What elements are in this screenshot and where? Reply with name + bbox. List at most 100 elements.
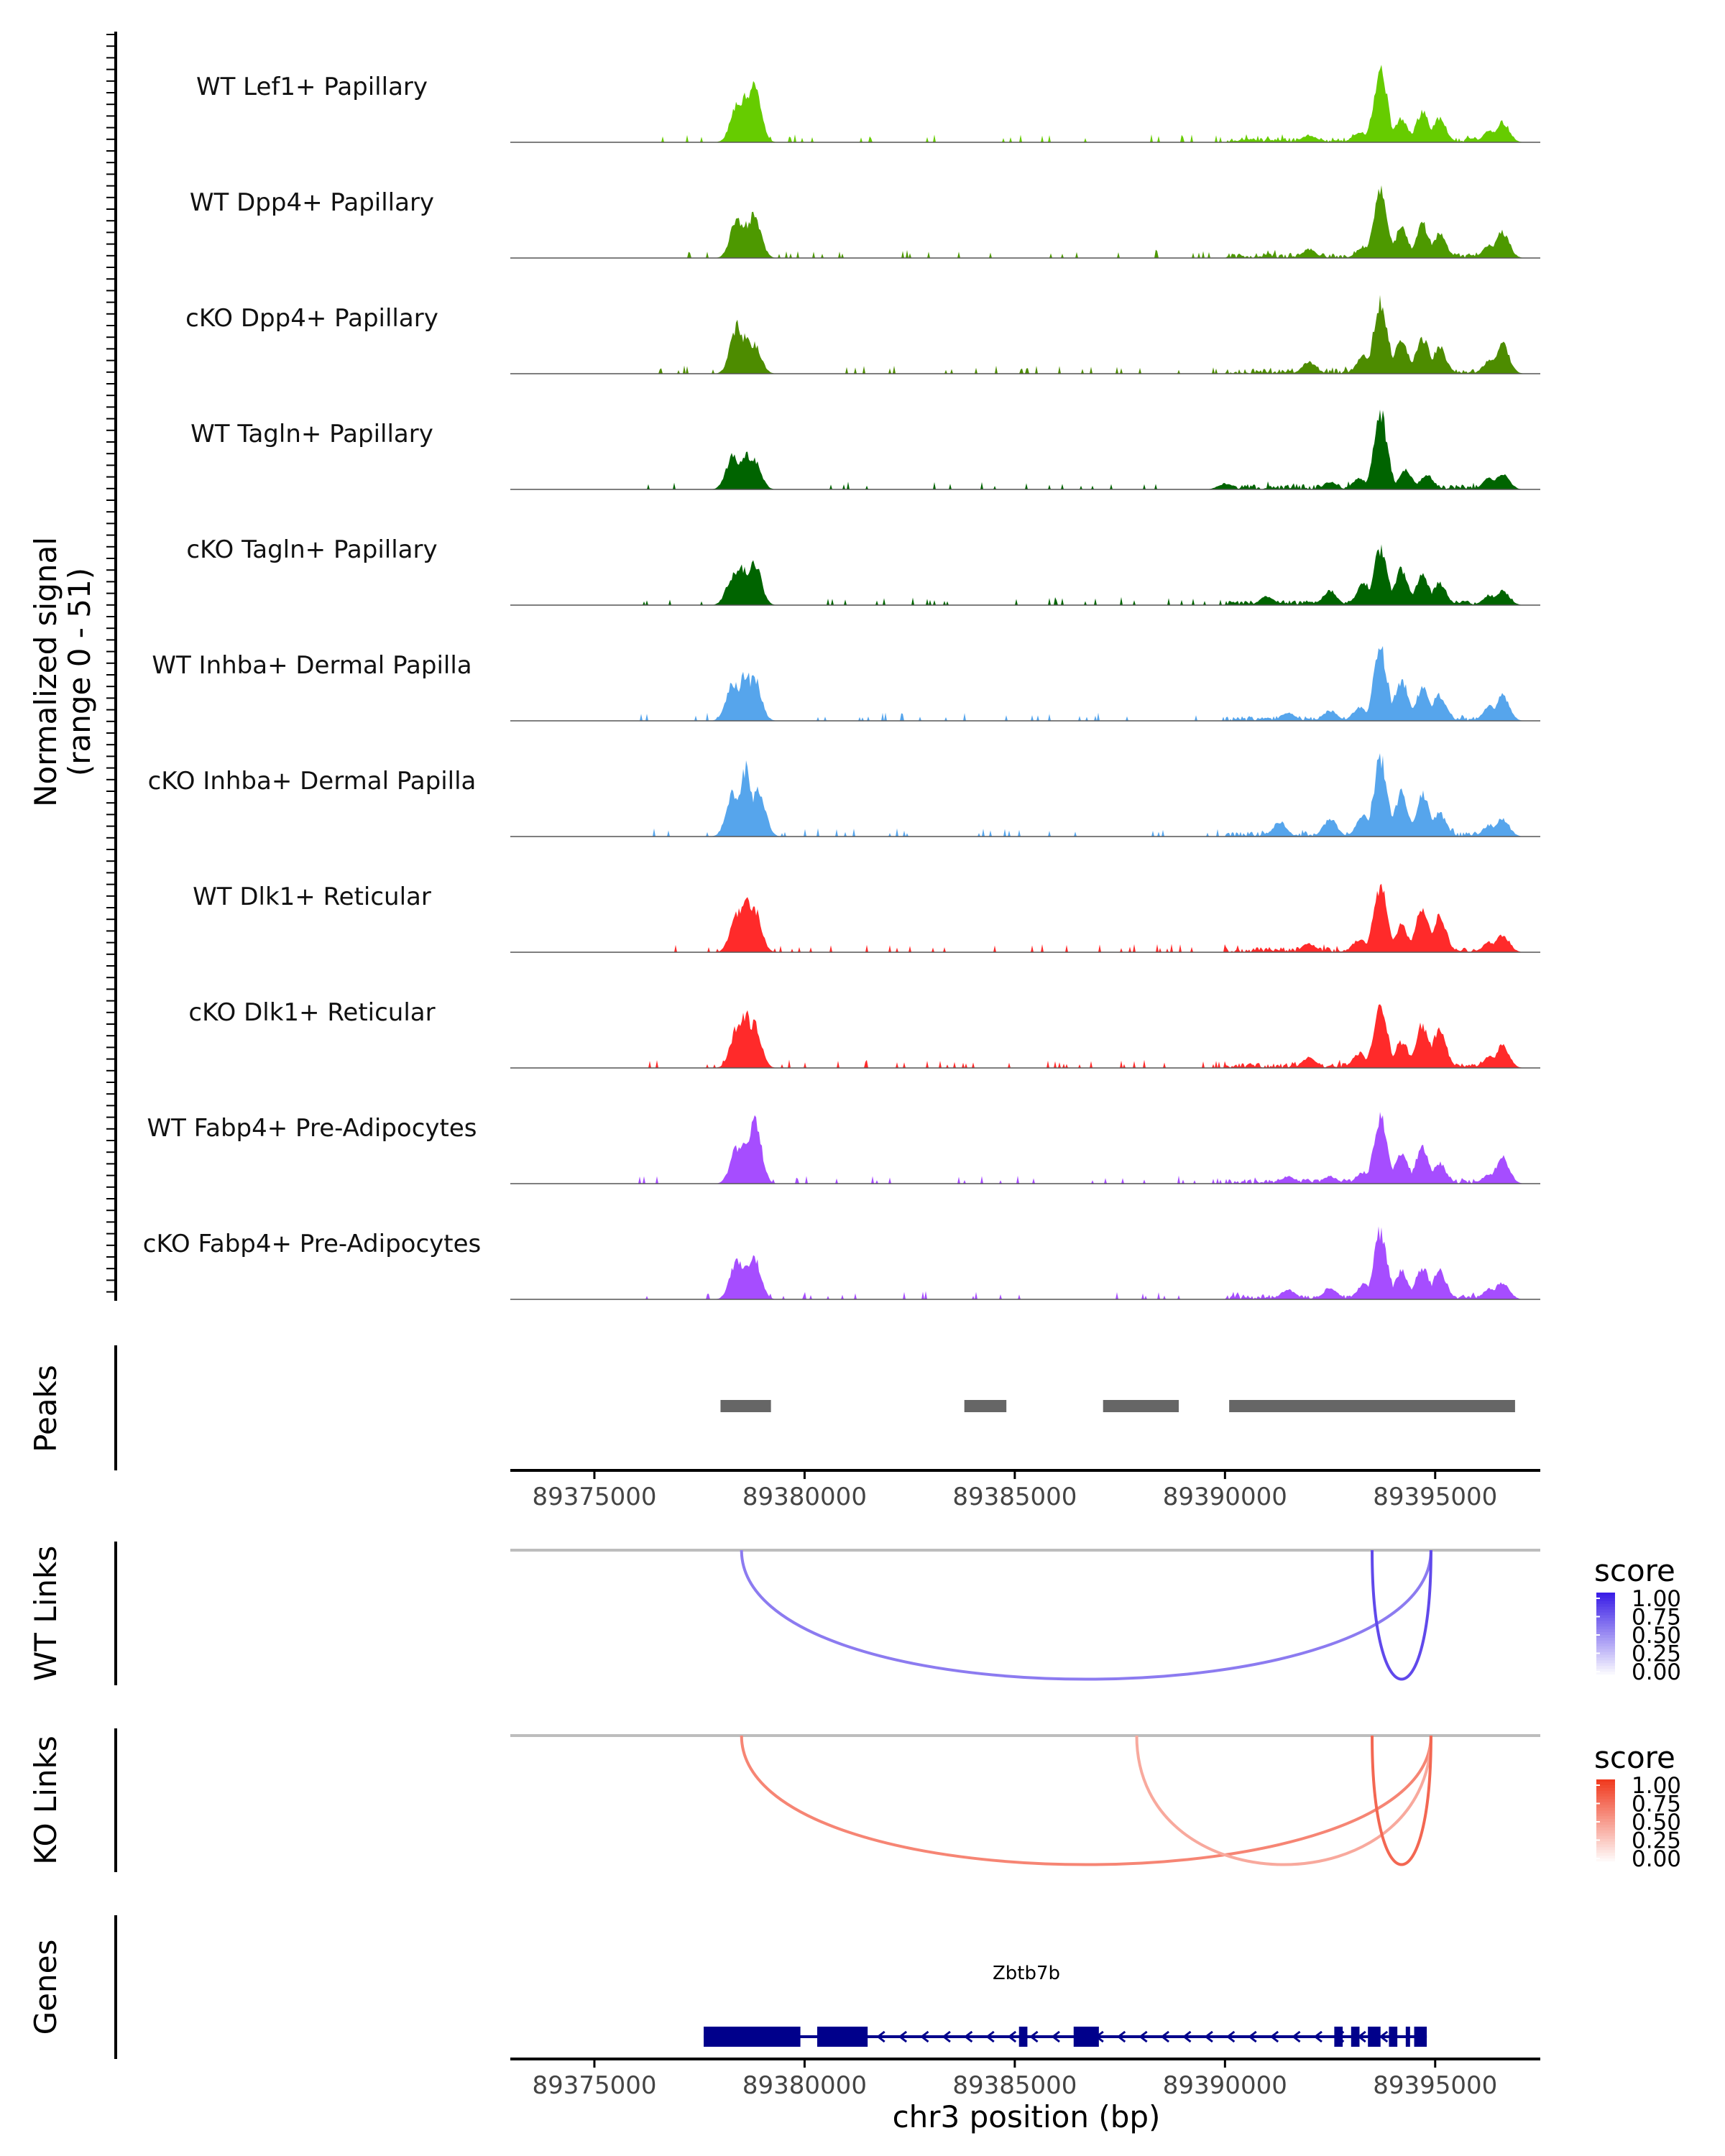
- legend-gradient-step: [1596, 1657, 1615, 1662]
- x-tick-label: 89395000: [1373, 2071, 1497, 2100]
- strand-arrow: [1269, 2030, 1279, 2043]
- x-tick-label: 89390000: [1163, 2071, 1287, 2100]
- strand-arrow: [942, 2030, 951, 2043]
- legend-gradient-step: [1596, 1838, 1615, 1843]
- gene-exon: [1073, 2027, 1099, 2047]
- track-label: cKO Tagln+ Papillary: [186, 535, 437, 564]
- legend-gradient-step: [1596, 1822, 1615, 1825]
- coverage-track: cKO Dpp4+ Papillary: [185, 295, 1540, 374]
- ko-link-arcs: [740, 1735, 1432, 1866]
- legend-gradient-step: [1596, 1646, 1615, 1650]
- legend-gradient-step: [1596, 1844, 1615, 1848]
- peak-region-bar: [720, 1400, 771, 1412]
- track-label: WT Dpp4+ Papillary: [190, 188, 434, 217]
- wt-link-arcs: [740, 1549, 1432, 1681]
- x-tick-label: 89375000: [532, 1483, 656, 1511]
- legend-gradient-step: [1596, 1796, 1615, 1800]
- legend-gradient-step: [1596, 1853, 1615, 1857]
- legend-tick-label: 1.00: [1632, 1773, 1681, 1799]
- legend-gradient-step: [1596, 1672, 1615, 1676]
- legend-gradient-step: [1596, 1833, 1615, 1837]
- coverage-signal-area: [510, 1226, 1540, 1299]
- x-axis-bottom: 89375000 89380000 89385000 89390000 89395000: [510, 2058, 1540, 2100]
- legend-gradient-step: [1596, 1790, 1615, 1795]
- legend-gradient-step: [1596, 1629, 1615, 1634]
- x-tick-label: 89385000: [952, 1483, 1077, 1511]
- strand-arrow: [1160, 2030, 1170, 2043]
- peak-region-bar: [964, 1400, 1007, 1412]
- strand-arrow: [1138, 2030, 1148, 2043]
- coverage-track: cKO Dlk1+ Reticular: [188, 998, 1540, 1069]
- legend-gradient-step: [1596, 1847, 1615, 1851]
- legend-gradient-step: [1596, 1623, 1615, 1628]
- legend-gradient-step: [1596, 1660, 1615, 1664]
- coverage-tracks: WT Lef1+ Papillary WT Dpp4+ Papillary cKO …: [143, 65, 1540, 1300]
- peaks-track-label: Peaks: [28, 1365, 63, 1452]
- peak-regions: [720, 1400, 1515, 1412]
- coverage-track: WT Fabp4+ Pre-Adipocytes: [147, 1112, 1540, 1184]
- gene-exon: [1389, 2027, 1398, 2047]
- x-tick-label: 89375000: [532, 2071, 656, 2100]
- legend-gradient-step: [1596, 1827, 1615, 1831]
- track-label: WT Inhba+ Dermal Papilla: [152, 651, 472, 680]
- coverage-signal-area: [510, 65, 1540, 142]
- link-arc: [1371, 1549, 1432, 1681]
- coverage-track: WT Inhba+ Dermal Papilla: [152, 645, 1540, 722]
- legend-gradient-step: [1596, 1600, 1615, 1605]
- link-arc: [1371, 1735, 1432, 1866]
- strand-arrow: [1204, 2030, 1213, 2043]
- legend-gradient-step: [1596, 1606, 1615, 1611]
- coverage-signal-area: [510, 544, 1540, 605]
- gene-exon: [704, 2027, 801, 2047]
- x-tick-label: 89390000: [1163, 1483, 1287, 1511]
- x-tick-label: 89385000: [952, 2071, 1077, 2100]
- legend-gradient-step: [1596, 1850, 1615, 1854]
- legend-gradient-step: [1596, 1651, 1615, 1656]
- track-label: cKO Fabp4+ Pre-Adipocytes: [143, 1230, 482, 1258]
- legend-gradient-step: [1596, 1841, 1615, 1846]
- gene-model-zbtb7b: [704, 2027, 1427, 2047]
- strand-arrow: [1116, 2030, 1126, 2043]
- track-label: WT Fabp4+ Pre-Adipocytes: [147, 1114, 477, 1143]
- legend-gradient-step: [1596, 1830, 1615, 1834]
- legend-tick-label: 0.50: [1632, 1810, 1681, 1835]
- legend-gradient-step: [1596, 1861, 1615, 1865]
- legend-gradient-step: [1596, 1654, 1615, 1659]
- legend-gradient-step: [1596, 1609, 1615, 1613]
- coverage-ylabel-line1: Normalized signal: [28, 537, 63, 807]
- track-label: cKO Dpp4+ Papillary: [185, 304, 438, 333]
- legend-gradient-step: [1596, 1824, 1615, 1828]
- x-tick-label: 89380000: [742, 1483, 867, 1511]
- legend-gradient-step: [1596, 1674, 1615, 1678]
- gene-exon: [1351, 2027, 1360, 2047]
- x-tick-label: 89380000: [742, 2071, 867, 2100]
- legend-gradient-step: [1596, 1802, 1615, 1806]
- legend-gradient-step: [1596, 1805, 1615, 1809]
- legend-gradient-step: [1596, 1779, 1615, 1783]
- coverage-signal-area: [510, 883, 1540, 952]
- gene-exon: [1368, 2027, 1381, 2047]
- coverage-signal-area: [510, 1004, 1540, 1068]
- legend-gradient-step: [1596, 1807, 1615, 1812]
- legend-title: score: [1594, 1553, 1675, 1588]
- legend-gradient-step: [1596, 1666, 1615, 1670]
- track-label: WT Lef1+ Papillary: [196, 73, 428, 101]
- legend-gradient-step: [1596, 1643, 1615, 1647]
- gene-exon: [1018, 2027, 1028, 2047]
- legend-gradient-step: [1596, 1669, 1615, 1673]
- legend-gradient-step: [1596, 1663, 1615, 1667]
- link-arc: [740, 1735, 1432, 1866]
- strand-arrow: [1248, 2030, 1257, 2043]
- legend-gradient-step: [1596, 1787, 1615, 1792]
- strand-arrow: [1029, 2030, 1039, 2043]
- gene-exon: [816, 2027, 868, 2047]
- coverage-track: WT Dpp4+ Papillary: [190, 185, 1540, 259]
- legend-gradient-step: [1596, 1835, 1615, 1840]
- coverage-signal-area: [510, 753, 1540, 837]
- legend-gradient-step: [1596, 1649, 1615, 1653]
- x-axis-top: 89375000 89380000 89385000 89390000 89395000: [510, 1469, 1540, 1511]
- coverage-signal-area: [510, 295, 1540, 374]
- gene-exon: [1405, 2027, 1410, 2047]
